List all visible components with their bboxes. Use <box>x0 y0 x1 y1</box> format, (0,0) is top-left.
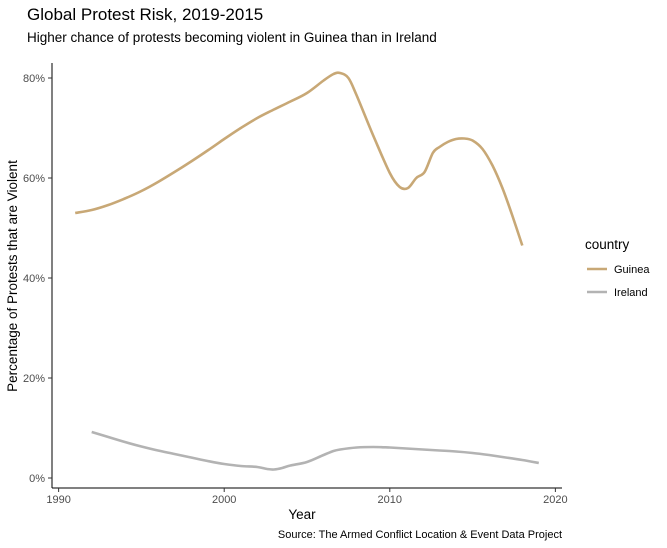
y-axis-title: Percentage of Protests that are Violent <box>5 160 20 392</box>
y-tick-label: 80% <box>23 73 45 85</box>
x-tick-label: 2010 <box>378 494 402 506</box>
chart-subtitle: Higher chance of protests becoming viole… <box>27 30 437 45</box>
x-tick-label: 2020 <box>543 494 567 506</box>
series-line-guinea <box>74 71 524 246</box>
x-axis-title: Year <box>288 507 316 522</box>
legend: country Guinea Ireland <box>585 237 650 299</box>
series-line-ireland <box>91 430 540 471</box>
y-tick-label: 40% <box>23 273 45 285</box>
x-tick-label: 2000 <box>212 494 236 506</box>
legend-title: country <box>585 237 630 252</box>
y-tick-label: 20% <box>23 373 45 385</box>
y-tick-label: 60% <box>23 173 45 185</box>
y-axis: 0% 20% 40% 60% 80% <box>23 63 53 488</box>
chart-title: Global Protest Risk, 2019-2015 <box>27 5 264 24</box>
legend-label-ireland: Ireland <box>614 287 648 299</box>
x-axis: 1990 2000 2010 2020 <box>46 487 568 506</box>
legend-label-guinea: Guinea <box>614 264 650 276</box>
y-tick-label: 0% <box>29 473 45 485</box>
x-tick-label: 1990 <box>46 494 70 506</box>
chart-caption: Source: The Armed Conflict Location & Ev… <box>277 529 562 541</box>
series-lines <box>74 71 540 471</box>
